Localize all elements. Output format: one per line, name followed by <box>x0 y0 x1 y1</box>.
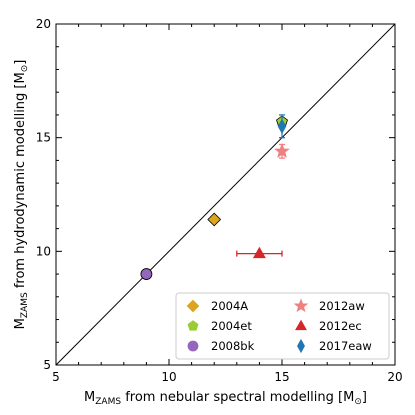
plot-area <box>55 23 396 366</box>
one-to-one-line <box>55 23 396 366</box>
x-tick-label: 10 <box>161 370 176 384</box>
data-point-2012ec <box>252 246 266 259</box>
data-markers <box>140 114 290 280</box>
legend-entry-2017eaw: 2017eaw <box>319 339 372 353</box>
plot-frame <box>55 23 396 366</box>
y-axis-label: MZAMS from hydrodynamic modelling [M⊙] <box>13 60 30 330</box>
y-tick-label: 10 <box>36 244 51 258</box>
y-tick-label: 5 <box>43 358 51 372</box>
legend-marker-2017eaw <box>297 338 305 354</box>
legend-box <box>175 292 390 360</box>
x-tick-label: 15 <box>274 370 289 384</box>
legend-entry-2008bk: 2008bk <box>211 339 255 353</box>
legend: 2004A 2004et 2008bk 2012aw 2012ec 2017eaw <box>175 292 390 360</box>
legend-marker-2012aw <box>293 298 309 313</box>
data-point-2017eaw <box>277 118 287 134</box>
legend-marker-2012ec <box>295 319 307 331</box>
legend-marker-2004A <box>186 299 200 313</box>
x-tick-label: 5 <box>52 370 60 384</box>
axis-ticks: 5 10 15 20 5 10 15 20 <box>36 17 403 384</box>
legend-entry-2012aw: 2012aw <box>319 299 365 313</box>
legend-marker-2004et <box>187 320 199 331</box>
legend-entry-2004et: 2004et <box>211 319 252 333</box>
legend-entry-2012ec: 2012ec <box>319 319 362 333</box>
y-tick-label: 20 <box>36 17 51 31</box>
data-point-2004A <box>207 212 222 227</box>
data-point-2008bk <box>140 268 153 280</box>
data-point-2012aw <box>274 143 290 159</box>
y-tick-label: 15 <box>36 131 51 145</box>
x-axis-label: MZAMS from nebular spectral modelling [M… <box>84 390 367 407</box>
x-tick-label: 20 <box>387 370 402 384</box>
legend-entry-2004A: 2004A <box>211 299 248 313</box>
legend-marker-2008bk <box>187 340 199 352</box>
